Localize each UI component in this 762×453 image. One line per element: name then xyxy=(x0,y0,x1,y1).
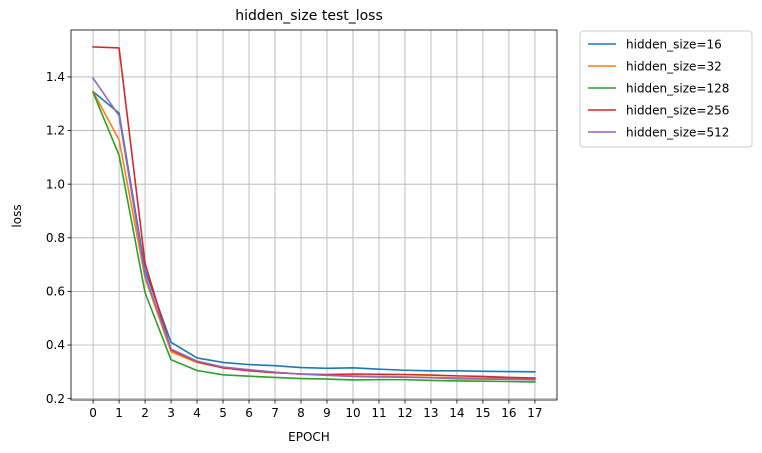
legend-label: hidden_size=512 xyxy=(626,125,729,139)
legend-entry: hidden_size=512 xyxy=(588,125,729,139)
y-tick-label: 0.4 xyxy=(46,338,65,352)
y-tick-label: 1.0 xyxy=(46,177,65,191)
x-tick-label: 7 xyxy=(271,406,279,420)
x-tick-label: 9 xyxy=(323,406,331,420)
y-tick-label: 1.2 xyxy=(46,124,65,138)
legend-label: hidden_size=32 xyxy=(626,59,722,73)
legend-entry: hidden_size=16 xyxy=(588,37,722,51)
legend: hidden_size=16 hidden_size=32 hidden_size=… xyxy=(579,30,753,148)
y-axis-ticks: 0.2 0.4 0.6 0.8 1.0 1.2 1.4 xyxy=(46,70,71,406)
series-lines xyxy=(91,46,536,383)
x-tick-label: 11 xyxy=(371,406,386,420)
x-tick-label: 0 xyxy=(89,406,97,420)
y-tick-label: 0.2 xyxy=(46,392,65,406)
plot-frame xyxy=(70,29,558,401)
grid xyxy=(71,30,557,400)
x-tick-label: 6 xyxy=(245,406,253,420)
x-tick-label: 3 xyxy=(167,406,175,420)
legend-entry: hidden_size=256 xyxy=(588,103,729,117)
x-tick-label: 17 xyxy=(527,406,542,420)
y-tick-label: 0.8 xyxy=(46,231,65,245)
x-tick-label: 15 xyxy=(475,406,490,420)
legend-entry: hidden_size=128 xyxy=(588,81,729,95)
x-axis-ticks: 0 1 2 3 4 5 6 7 8 9 10 11 12 13 14 15 16 17 xyxy=(89,400,543,420)
x-tick-label: 4 xyxy=(193,406,201,420)
x-tick-label: 10 xyxy=(345,406,360,420)
x-tick-label: 8 xyxy=(297,406,305,420)
legend-entry: hidden_size=32 xyxy=(588,59,722,73)
y-tick-label: 0.6 xyxy=(46,285,65,299)
series-line-4 xyxy=(91,77,536,381)
legend-box xyxy=(579,30,753,148)
x-tick-label: 13 xyxy=(423,406,438,420)
x-tick-label: 12 xyxy=(397,406,412,420)
legend-label: hidden_size=128 xyxy=(626,81,729,95)
legend-label: hidden_size=16 xyxy=(626,37,722,51)
x-axis-label: EPOCH xyxy=(288,430,330,444)
series-line-1 xyxy=(92,90,536,380)
x-tick-label: 14 xyxy=(449,406,464,420)
y-tick-label: 1.4 xyxy=(46,70,65,84)
x-tick-label: 5 xyxy=(219,406,227,420)
chart-title: hidden_size test_loss xyxy=(235,8,383,24)
y-axis-label: loss xyxy=(10,204,24,227)
legend-label: hidden_size=256 xyxy=(626,103,729,117)
series-line-2 xyxy=(92,91,536,383)
x-tick-label: 16 xyxy=(501,406,516,420)
series-line-0 xyxy=(91,90,536,373)
x-tick-label: 2 xyxy=(141,406,149,420)
x-tick-label: 1 xyxy=(115,406,123,420)
